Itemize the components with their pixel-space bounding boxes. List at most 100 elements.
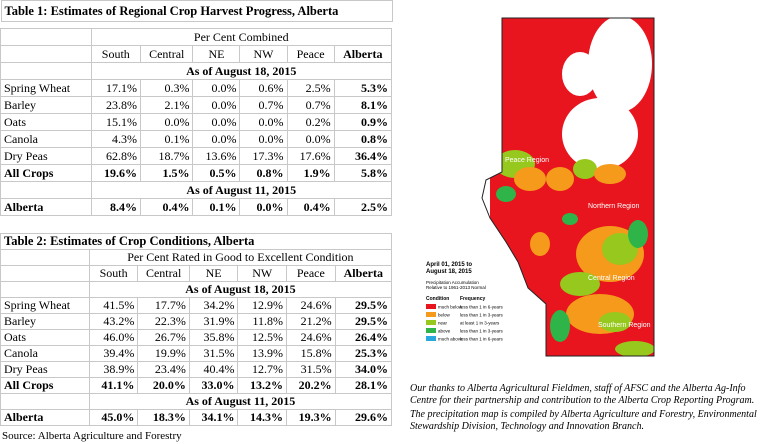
cell-value: 36.4% <box>333 147 393 165</box>
legend-frequency: less than 1 in 3-years <box>460 313 504 318</box>
cell-value: 0.2% <box>286 113 335 131</box>
table2-header-row: South Central NE NW Peace Alberta <box>0 265 393 282</box>
cell-value: 8.4% <box>90 198 142 216</box>
table-row: Oats 15.1% 0.0% 0.0% 0.0% 0.2% 0.9% <box>0 113 393 131</box>
table1-title: Table 1: Estimates of Regional Crop Harv… <box>0 0 393 22</box>
legend-swatch <box>426 320 436 325</box>
row-label: Spring Wheat <box>0 297 90 314</box>
cell-value: 23.4% <box>137 361 190 378</box>
cell-value: 39.4% <box>88 345 139 362</box>
cell-value: 0.0% <box>192 96 241 114</box>
cell-value: 2.5% <box>286 79 335 97</box>
cell-value: 18.3% <box>137 409 190 426</box>
legend-frequency: at least 1 in 3-years <box>460 321 500 326</box>
cell-value: 41.1% <box>88 377 139 394</box>
legend-swatch <box>426 304 436 309</box>
cell-value: 29.5% <box>334 313 393 330</box>
cell-value: 25.3% <box>334 345 393 362</box>
row-label: All Crops <box>0 377 90 394</box>
table1-section-current: As of August 18, 2015 <box>90 62 393 80</box>
legend-sub-line2: Relative to 1961-2013 Normal <box>426 285 486 290</box>
cell-value: 12.5% <box>237 329 288 346</box>
row-label: Oats <box>0 113 92 131</box>
table-row: Barley 23.8% 2.1% 0.0% 0.7% 0.7% 8.1% <box>0 96 393 114</box>
region-label-northern: Northern Region <box>588 203 639 210</box>
cell-value: 2.1% <box>140 96 194 114</box>
source-note: Source: Alberta Agriculture and Forestry <box>2 430 182 442</box>
credit-line-1: Our thanks to Alberta Agricultural Field… <box>410 383 755 406</box>
cell-value: 15.1% <box>90 113 142 131</box>
cell-value: 18.7% <box>140 147 194 165</box>
cell-value: 0.4% <box>286 198 335 216</box>
cell-value: 43.2% <box>88 313 139 330</box>
cell-value: 0.9% <box>333 113 393 131</box>
cell-value: 45.0% <box>88 409 139 426</box>
total-row: All Crops 41.1% 20.0% 33.0% 13.2% 20.2% 28.1% <box>0 377 393 394</box>
cell-value: 34.2% <box>188 297 239 314</box>
table-row: Dry Peas 38.9% 23.4% 40.4% 12.7% 31.5% 34.0% <box>0 361 393 378</box>
cell-value: 28.1% <box>334 377 393 394</box>
col-header: NW <box>237 265 288 282</box>
cell-value: 34.0% <box>334 361 393 378</box>
cell-value: 20.0% <box>137 377 190 394</box>
cell-value: 13.2% <box>237 377 288 394</box>
table-row: Canola 39.4% 19.9% 31.5% 13.9% 15.8% 25.3% <box>0 345 393 362</box>
map-legend: April 01, 2015 to August 18, 2015 Precip… <box>426 262 504 342</box>
col-header: NE <box>188 265 239 282</box>
col-header: Alberta <box>333 45 393 63</box>
legend-condition: below <box>438 313 451 318</box>
cell-value: 0.8% <box>333 130 393 148</box>
col-header: Central <box>137 265 190 282</box>
legend-head-frequency: Frequency <box>460 296 486 302</box>
cell-value: 31.9% <box>188 313 239 330</box>
cell-value: 8.1% <box>333 96 393 114</box>
legend-condition: much above <box>438 337 463 342</box>
row-label: Canola <box>0 345 90 362</box>
alberta-outline <box>481 17 655 357</box>
cell-value: 0.0% <box>192 113 241 131</box>
cell-value: 13.9% <box>237 345 288 362</box>
table1-header-row: South Central NE NW Peace Alberta <box>0 45 393 63</box>
row-label: Canola <box>0 130 92 148</box>
col-header: NE <box>192 45 241 63</box>
legend-condition: above <box>438 329 451 334</box>
cell-value: 0.0% <box>239 113 288 131</box>
legend-sub-line1: Precipitation Accumulation <box>426 280 479 285</box>
col-header: NW <box>239 45 288 63</box>
crop-conditions-table: Table 2: Estimates of Crop Conditions, A… <box>0 233 393 426</box>
col-header: Peace <box>286 45 335 63</box>
legend-title-line1: April 01, 2015 to <box>426 262 472 268</box>
row-label: Dry Peas <box>0 147 92 165</box>
cell-value: 31.5% <box>286 361 336 378</box>
cell-value: 41.5% <box>88 297 139 314</box>
cell-value: 0.5% <box>192 164 241 182</box>
credits-note: Our thanks to Alberta Agricultural Field… <box>410 383 764 435</box>
cell-value: 19.3% <box>286 409 336 426</box>
cell-value: 26.7% <box>137 329 190 346</box>
table-row: Spring Wheat 17.1% 0.3% 0.0% 0.6% 2.5% 5.3% <box>0 79 393 97</box>
legend-frequency: less than 1 in 6-years <box>460 305 504 310</box>
table2-subtitle: Per Cent Rated in Good to Excellent Cond… <box>88 249 393 266</box>
table2-title: Table 2: Estimates of Crop Conditions, A… <box>0 233 392 250</box>
row-label: Barley <box>0 96 92 114</box>
cell-value: 20.2% <box>286 377 336 394</box>
cell-value: 38.9% <box>88 361 139 378</box>
cell-value: 21.2% <box>286 313 336 330</box>
cell-value: 17.3% <box>239 147 288 165</box>
row-label: Alberta <box>0 198 92 216</box>
cell-value: 5.8% <box>333 164 393 182</box>
cell-value: 24.6% <box>286 297 336 314</box>
cell-value: 14.3% <box>237 409 288 426</box>
row-label: Alberta <box>0 409 90 426</box>
cell-value: 0.0% <box>192 130 241 148</box>
cell-value: 33.0% <box>188 377 239 394</box>
cell-value: 17.1% <box>90 79 142 97</box>
legend-frequency: less than 1 in 6-years <box>460 337 504 342</box>
col-header: South <box>90 45 142 63</box>
cell-value: 46.0% <box>88 329 139 346</box>
col-header: Central <box>140 45 194 63</box>
cell-value: 11.8% <box>237 313 288 330</box>
harvest-progress-table: Table 1: Estimates of Regional Crop Harv… <box>0 0 393 216</box>
cell-value: 15.8% <box>286 345 336 362</box>
cell-value: 29.6% <box>334 409 393 426</box>
